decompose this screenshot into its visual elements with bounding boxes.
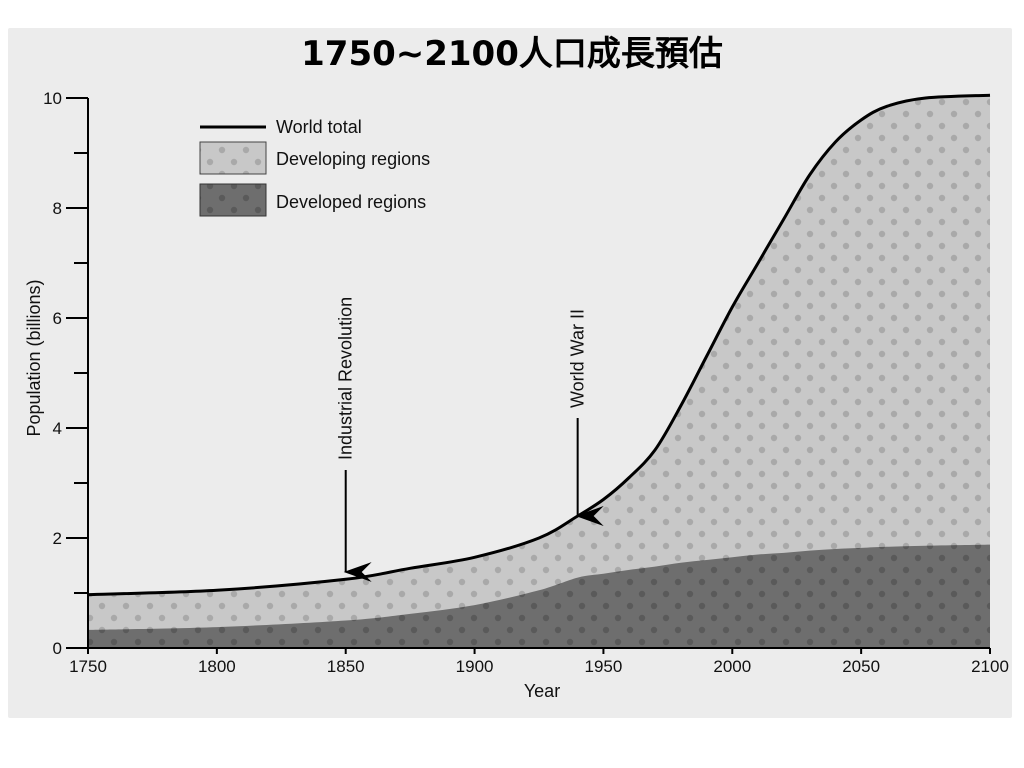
developing-regions-area bbox=[88, 95, 990, 648]
y-tick-label: 4 bbox=[53, 419, 62, 438]
y-tick-label: 6 bbox=[53, 309, 62, 328]
legend-developing-label: Developing regions bbox=[276, 149, 430, 169]
legend-world-total-label: World total bbox=[276, 117, 362, 137]
x-tick-label: 2050 bbox=[842, 657, 880, 676]
legend-developing-swatch bbox=[199, 141, 267, 175]
x-tick-label: 2100 bbox=[971, 657, 1009, 676]
x-tick-label: 1850 bbox=[327, 657, 365, 676]
y-tick-label: 10 bbox=[43, 89, 62, 108]
x-tick-label: 1800 bbox=[198, 657, 236, 676]
annotations: Industrial Revolution World War II bbox=[336, 297, 604, 582]
x-tick-label: 1750 bbox=[69, 657, 107, 676]
annotation-world-war-ii-label: World War II bbox=[568, 309, 588, 408]
y-axis-label: Population (billions) bbox=[24, 279, 44, 436]
developed-regions-area bbox=[88, 544, 990, 648]
legend: World total Developing regions Developed… bbox=[199, 117, 430, 217]
x-ticks: 1750 1800 1850 1900 1950 2000 2050 2100 bbox=[69, 648, 1009, 676]
x-tick-label: 2000 bbox=[713, 657, 751, 676]
x-tick-label: 1900 bbox=[456, 657, 494, 676]
legend-developed-label: Developed regions bbox=[276, 192, 426, 212]
world-total-line bbox=[87, 93, 991, 597]
legend-developed-swatch bbox=[199, 183, 267, 217]
annotation-industrial-revolution-label: Industrial Revolution bbox=[336, 297, 356, 460]
slide-title: 1750~2100人口成長預估 bbox=[301, 34, 723, 74]
y-tick-label: 8 bbox=[53, 199, 62, 218]
x-axis-label: Year bbox=[524, 681, 560, 701]
y-tick-label: 0 bbox=[53, 639, 62, 658]
x-tick-label: 1950 bbox=[585, 657, 623, 676]
y-tick-label: 2 bbox=[53, 529, 62, 548]
y-ticks: 0 2 4 6 8 10 bbox=[43, 89, 88, 658]
area-layers bbox=[87, 93, 991, 648]
